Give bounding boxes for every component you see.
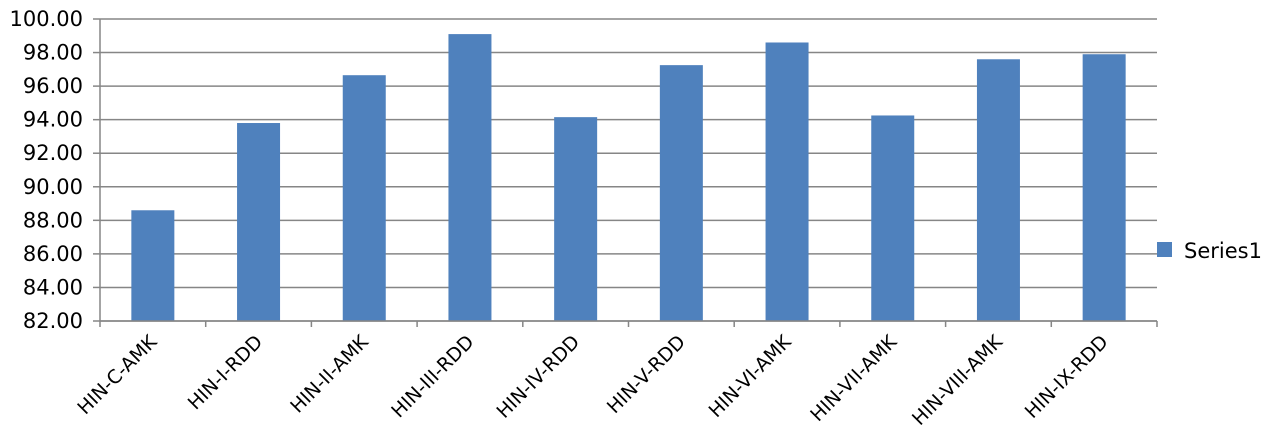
legend-label-series1: Series1 bbox=[1184, 239, 1262, 263]
bars bbox=[131, 34, 1126, 322]
bar-hin-viii-amk bbox=[976, 59, 1020, 322]
x-axis-category-labels: HIN-C-AMK HIN-I-RDD HIN-II-AMK HIN-III-RDD H… bbox=[73, 331, 1112, 430]
bar-hin-iv-rdd bbox=[554, 117, 598, 322]
y-tick-label: 88.00 bbox=[23, 208, 83, 232]
y-tick-label: 84.00 bbox=[23, 275, 83, 299]
axes bbox=[99, 19, 1158, 327]
x-category-label: HIN-IV-RDD bbox=[492, 331, 584, 423]
y-tick-label: 98.00 bbox=[23, 41, 83, 65]
x-category-label: HIN-V-RDD bbox=[603, 331, 690, 418]
bar-hin-vii-amk bbox=[871, 115, 915, 321]
x-category-label: HIN-VII-AMK bbox=[806, 331, 901, 426]
bar-hin-v-rdd bbox=[659, 65, 703, 321]
x-category-label: HIN-I-RDD bbox=[184, 331, 267, 414]
legend: Series1 bbox=[1157, 239, 1262, 263]
y-tick-label: 96.00 bbox=[23, 74, 83, 98]
bar-hin-ii-amk bbox=[342, 75, 386, 321]
x-category-label: HIN-II-AMK bbox=[286, 331, 373, 418]
y-tick-label: 94.00 bbox=[23, 108, 83, 132]
y-tick-label: 90.00 bbox=[23, 175, 83, 199]
y-axis-tick-labels: 82.00 84.00 86.00 88.00 90.00 92.00 94.00 96.00… bbox=[10, 7, 83, 333]
bar-hin-ix-rdd bbox=[1082, 54, 1126, 321]
y-tick-label: 92.00 bbox=[23, 141, 83, 165]
bar-hin-iii-rdd bbox=[448, 34, 492, 321]
y-tick-label: 100.00 bbox=[10, 7, 83, 31]
x-category-label: HIN-III-RDD bbox=[387, 331, 478, 422]
bar-hin-i-rdd bbox=[237, 123, 281, 322]
bar-hin-vi-amk bbox=[765, 42, 809, 321]
x-category-label: HIN-C-AMK bbox=[73, 331, 161, 419]
x-category-label: HIN-IX-RDD bbox=[1021, 331, 1113, 423]
legend-swatch-series1 bbox=[1157, 242, 1172, 257]
y-tick-label: 82.00 bbox=[23, 309, 83, 333]
x-category-label: HIN-VI-AMK bbox=[705, 331, 796, 422]
x-category-label: HIN-VIII-AMK bbox=[908, 331, 1007, 430]
bar-hin-c-amk bbox=[131, 210, 175, 321]
y-tick-label: 86.00 bbox=[23, 242, 83, 266]
